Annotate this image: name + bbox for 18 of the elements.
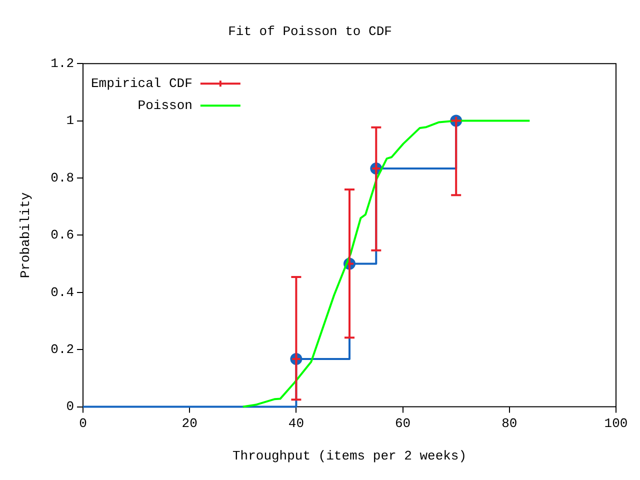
x-tick-label: 60 [394,416,411,432]
x-tick-label: 80 [502,416,518,432]
chart-title: Fit of Poisson to CDF [228,24,392,40]
x-tick-label: 100 [604,416,628,432]
x-axis-title: Throughput (items per 2 weeks) [232,448,467,464]
x-tick-label: 40 [288,416,304,432]
x-tick-label: 0 [79,416,87,432]
y-tick-label: 0.6 [50,228,74,243]
y-tick-label: 0.8 [50,170,74,186]
y-tick-label: 1 [66,113,74,128]
y-tick-label: 0 [66,399,74,414]
legend-label: Poisson [138,98,192,114]
y-axis-title: Probability [18,192,34,278]
y-tick-label: 1.2 [50,56,74,72]
y-tick-label: 0.2 [50,342,74,358]
y-tick-label: 0.4 [50,284,74,300]
x-tick-label: 20 [182,416,198,432]
legend-label: Empirical CDF [91,76,192,92]
